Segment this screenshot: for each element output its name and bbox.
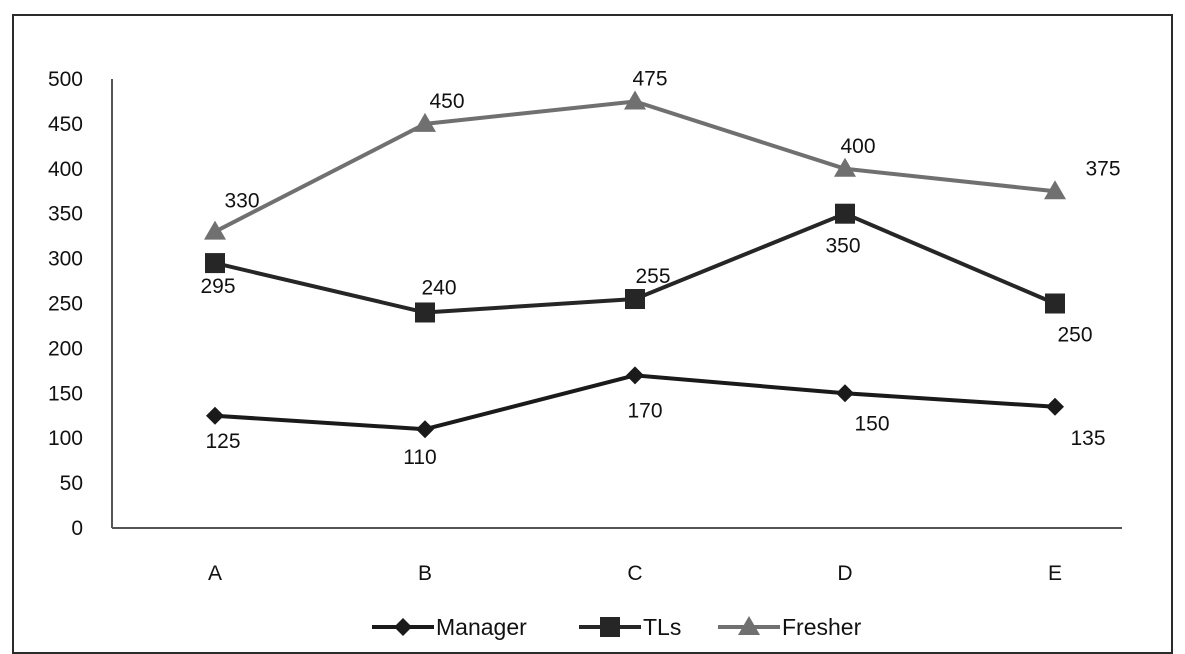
series-layer bbox=[204, 90, 1066, 439]
x-tick-label: A bbox=[208, 562, 222, 585]
legend: Manager TLs Fresher bbox=[372, 614, 862, 640]
y-tick-label: 0 bbox=[71, 517, 83, 540]
data-label: 150 bbox=[854, 412, 889, 435]
legend-marker bbox=[738, 616, 760, 635]
axes bbox=[111, 79, 1122, 529]
y-tick-label: 450 bbox=[48, 113, 83, 136]
legend-label: Fresher bbox=[782, 614, 862, 640]
data-label: 350 bbox=[825, 235, 860, 258]
legend-marker bbox=[394, 618, 412, 636]
y-tick-label: 200 bbox=[48, 337, 83, 360]
y-axis-ticks: 0 50 100 150 200 250 300 350 400 450 500 bbox=[48, 68, 83, 540]
data-label: 330 bbox=[224, 190, 259, 213]
legend-item: Fresher bbox=[718, 614, 862, 640]
x-tick-label: D bbox=[837, 562, 852, 585]
y-tick-label: 300 bbox=[48, 248, 83, 271]
data-point bbox=[414, 112, 436, 132]
chart-frame bbox=[12, 14, 1173, 654]
y-tick-label: 250 bbox=[48, 293, 83, 316]
data-point bbox=[625, 289, 645, 310]
data-point bbox=[1044, 180, 1066, 200]
y-tick-label: 500 bbox=[48, 68, 83, 91]
data-point bbox=[416, 420, 434, 439]
y-tick-label: 50 bbox=[60, 472, 83, 495]
data-label: 240 bbox=[421, 276, 456, 299]
x-tick-label: C bbox=[627, 562, 642, 585]
y-tick-label: 100 bbox=[48, 427, 83, 450]
x-tick-label: E bbox=[1048, 562, 1062, 585]
legend-item: Manager bbox=[372, 614, 527, 640]
data-point bbox=[624, 90, 646, 110]
data-label: 135 bbox=[1070, 427, 1105, 450]
data-point bbox=[1045, 293, 1065, 314]
data-point bbox=[205, 253, 225, 274]
data-point bbox=[206, 406, 224, 425]
series-fresher bbox=[204, 90, 1066, 240]
legend-label: TLs bbox=[643, 614, 681, 640]
data-label: 250 bbox=[1057, 324, 1092, 347]
series-line bbox=[214, 99, 1056, 234]
data-label: 400 bbox=[840, 135, 875, 158]
data-point bbox=[204, 220, 226, 240]
data-label: 475 bbox=[632, 67, 667, 90]
data-point bbox=[415, 302, 435, 323]
data-point bbox=[1046, 397, 1064, 416]
data-labels: 125 110 170 150 135 295 240 255 350 250 330 450 475 4… bbox=[200, 67, 1120, 469]
x-axis-ticks: A B C D E bbox=[208, 562, 1062, 585]
data-point bbox=[836, 384, 854, 403]
x-tick-label: B bbox=[418, 562, 432, 585]
series-manager bbox=[206, 366, 1064, 439]
y-tick-label: 150 bbox=[48, 382, 83, 405]
y-tick-label: 400 bbox=[48, 158, 83, 181]
series-tls bbox=[205, 203, 1065, 323]
data-label: 125 bbox=[205, 430, 240, 453]
data-label: 110 bbox=[403, 446, 436, 469]
y-tick-label: 350 bbox=[48, 203, 83, 226]
data-label: 170 bbox=[627, 399, 662, 422]
data-label: 375 bbox=[1085, 157, 1120, 180]
data-label: 450 bbox=[429, 90, 464, 113]
data-label: 255 bbox=[635, 265, 670, 288]
data-point bbox=[626, 366, 644, 385]
legend-label: Manager bbox=[436, 614, 527, 640]
data-label: 295 bbox=[200, 275, 235, 298]
legend-item: TLs bbox=[579, 614, 681, 640]
legend-marker bbox=[600, 617, 620, 637]
data-point bbox=[834, 157, 856, 177]
data-point bbox=[835, 203, 855, 224]
